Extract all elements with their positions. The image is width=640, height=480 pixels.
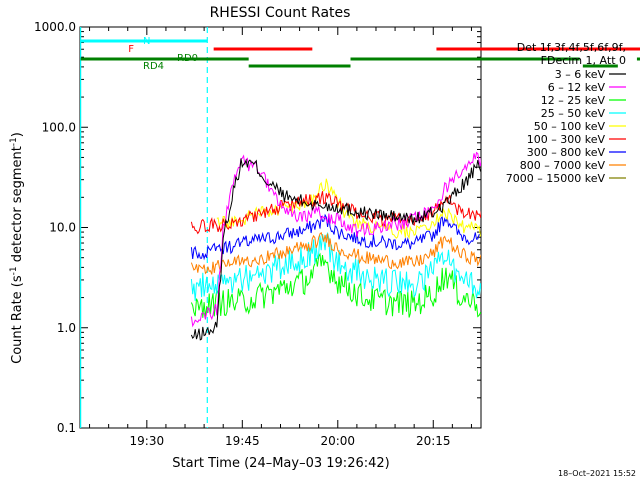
tick-marks xyxy=(80,26,481,429)
legend-entry-label: 6 – 12 keV xyxy=(548,81,606,94)
legend-entry-label: 3 – 6 keV xyxy=(555,68,606,81)
x-tick-label: 20:15 xyxy=(416,434,451,448)
y-tick-label: 10.0 xyxy=(49,221,76,235)
legend-header-2: FDecim 1, Att 0 xyxy=(541,54,626,67)
series-lines xyxy=(190,151,481,341)
flag-bars: NF RD0 RD4 xyxy=(80,36,640,72)
flag-label-rd4: RD4 xyxy=(143,61,164,72)
legend-entry-label: 100 – 300 keV xyxy=(527,133,606,146)
y-axis-label: Count Rate (s-1 detector segment-1) xyxy=(9,132,25,364)
x-tick-label: 20:00 xyxy=(320,434,355,448)
legend: Det 1f,3f,4f,5f,6f,9f, FDecim 1, Att 0 3… xyxy=(506,41,626,185)
x-tick-labels: 19:30 19:45 20:00 20:15 xyxy=(130,434,451,448)
y-tick-label: 1.0 xyxy=(57,321,76,335)
series-line xyxy=(190,252,481,318)
footer-timestamp: 18–Oct–2021 15:52 xyxy=(558,469,636,478)
series-line xyxy=(190,231,481,275)
x-axis-label: Start Time (24–May–03 19:26:42) xyxy=(172,456,389,471)
legend-entry-label: 800 – 7000 keV xyxy=(520,159,606,172)
series-line xyxy=(216,178,481,240)
legend-entry-label: 300 – 800 keV xyxy=(527,146,606,159)
plot-frame xyxy=(79,26,482,429)
x-tick-label: 19:30 xyxy=(130,434,165,448)
legend-entry-label: 12 – 25 keV xyxy=(541,94,606,107)
series-line xyxy=(190,231,481,301)
y-tick-label: 1000.0 xyxy=(34,20,76,34)
flag-label-rd0: RD0 xyxy=(177,53,198,64)
legend-header-1: Det 1f,3f,4f,5f,6f,9f, xyxy=(517,41,626,54)
series-line xyxy=(190,213,481,261)
flag-label-n: N xyxy=(143,36,150,47)
flag-label-f: F xyxy=(128,44,134,55)
y-tick-label: 0.1 xyxy=(57,421,76,435)
series-line xyxy=(190,158,481,341)
interval-lines xyxy=(80,27,208,428)
y-tick-label: 100.0 xyxy=(42,120,76,134)
legend-entry-label: 7000 – 15000 keV xyxy=(506,172,606,185)
y-tick-labels: 0.1 1.0 10.0 100.0 1000.0 xyxy=(34,20,76,435)
series-line xyxy=(190,191,481,235)
legend-entry-label: 25 – 50 keV xyxy=(541,107,606,120)
chart-title: RHESSI Count Rates xyxy=(210,5,351,21)
legend-entry-label: 50 – 100 keV xyxy=(534,120,606,133)
x-tick-label: 19:45 xyxy=(225,434,260,448)
